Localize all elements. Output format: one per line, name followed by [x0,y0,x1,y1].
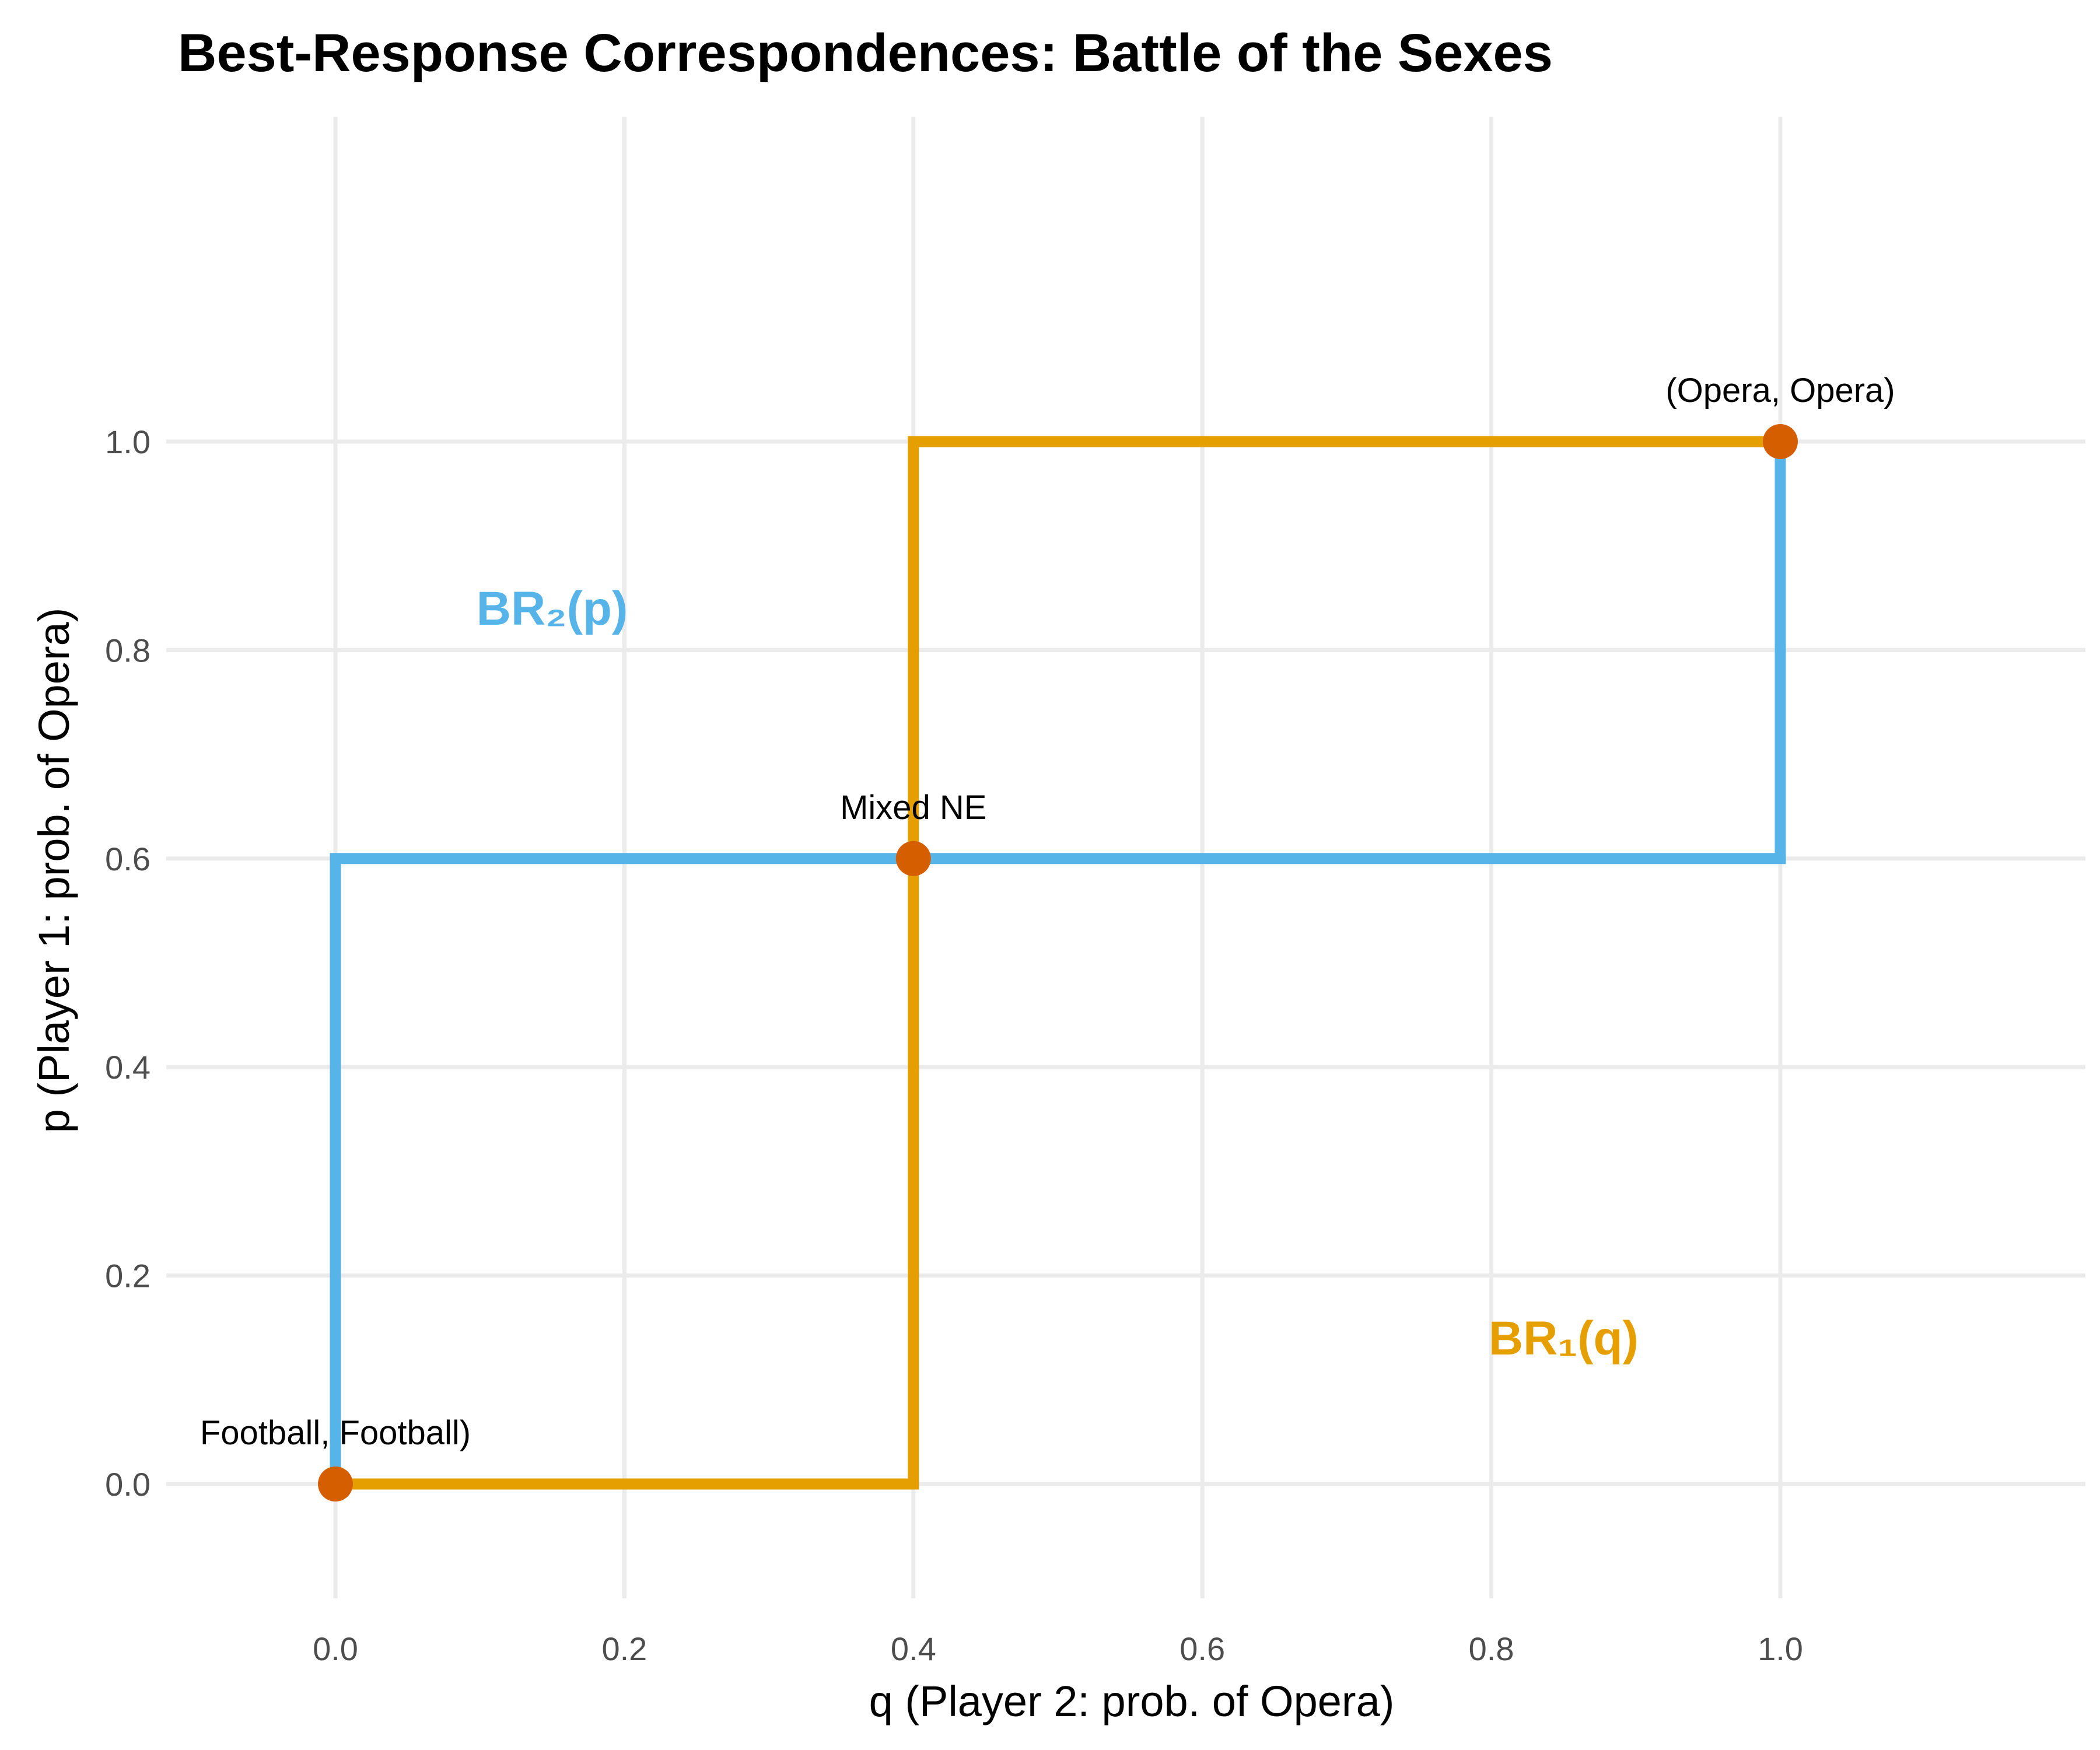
series-layer [330,436,1786,1490]
y-tick-label-4: 0.8 [105,632,150,668]
x-tick-label-0: 0.0 [313,1630,358,1667]
y-tick-label-3: 0.6 [105,841,150,877]
equilibrium-point-1 [895,841,931,876]
annotation-layer: Football, Football) Mixed NE (Opera, Opera… [200,372,1895,1452]
y-axis-label: p (Player 1: prob. of Opera) [30,608,78,1133]
tick-labels: 0.0 0.2 0.4 0.6 0.8 1.0 0.0 0.2 0.4 0.6 0.8 1.0 [105,424,1803,1667]
x-tick-label-4: 0.8 [1469,1630,1514,1667]
equilibrium-label-2: (Opera, Opera) [1665,372,1895,410]
series-line-1 [335,436,1780,1490]
x-tick-label-2: 0.4 [891,1630,936,1667]
equilibrium-label-1: Mixed NE [840,789,986,827]
equilibrium-label-0: Football, Football) [200,1414,471,1452]
series-label-1: BR₁(q) [1489,1312,1639,1365]
y-tick-label-5: 1.0 [105,424,150,460]
series-label-0: BR₂(p) [477,582,628,635]
x-tick-label-1: 0.2 [601,1630,647,1667]
y-tick-label-0: 0.0 [105,1466,150,1503]
equilibrium-points [318,424,1798,1502]
equilibrium-point-2 [1763,424,1798,459]
equilibrium-point-0 [318,1466,353,1502]
x-tick-label-3: 0.6 [1180,1630,1225,1667]
y-tick-label-2: 0.4 [105,1049,150,1086]
x-tick-label-5: 1.0 [1758,1630,1803,1667]
series-line-0 [330,442,1786,1484]
chart-title: Best-Response Correspondences: Battle of… [178,23,1553,83]
y-tick-label-1: 0.2 [105,1258,150,1294]
x-axis-label: q (Player 2: prob. of Opera) [869,1677,1395,1726]
